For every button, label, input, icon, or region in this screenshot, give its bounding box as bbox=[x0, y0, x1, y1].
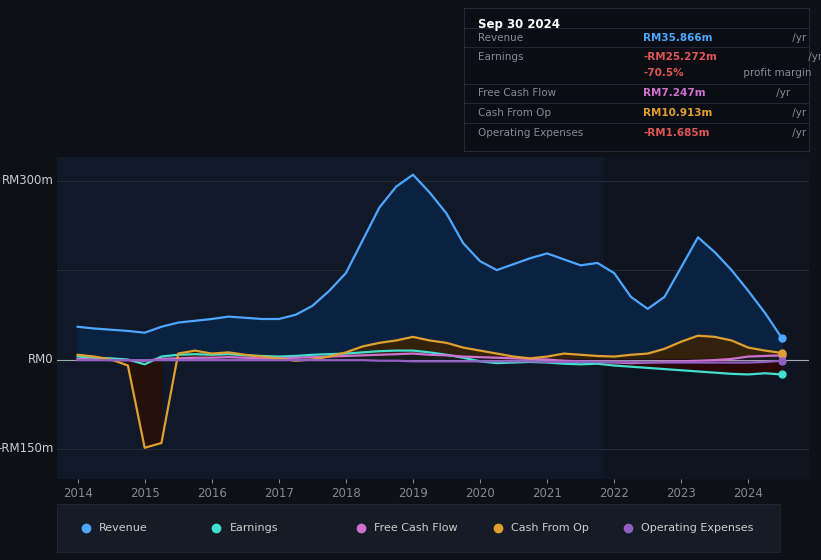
Text: RM7.247m: RM7.247m bbox=[643, 88, 706, 97]
Text: -RM150m: -RM150m bbox=[0, 442, 53, 455]
Bar bbox=[604, 157, 809, 479]
Text: Revenue: Revenue bbox=[99, 523, 148, 533]
Text: -RM25.272m: -RM25.272m bbox=[643, 52, 717, 62]
Text: /yr: /yr bbox=[805, 52, 821, 62]
Text: RM35.866m: RM35.866m bbox=[643, 34, 713, 43]
Text: Earnings: Earnings bbox=[229, 523, 278, 533]
Text: -70.5%: -70.5% bbox=[643, 68, 684, 78]
Text: /yr: /yr bbox=[789, 34, 806, 43]
Text: Operating Expenses: Operating Expenses bbox=[641, 523, 754, 533]
Text: RM10.913m: RM10.913m bbox=[643, 108, 713, 118]
Text: /yr: /yr bbox=[773, 88, 790, 97]
Text: /yr: /yr bbox=[789, 108, 806, 118]
Text: Sep 30 2024: Sep 30 2024 bbox=[478, 18, 560, 31]
Text: Free Cash Flow: Free Cash Flow bbox=[478, 88, 556, 97]
Text: Cash From Op: Cash From Op bbox=[511, 523, 589, 533]
Text: RM0: RM0 bbox=[28, 353, 53, 366]
Text: Operating Expenses: Operating Expenses bbox=[478, 128, 583, 138]
Text: profit margin: profit margin bbox=[741, 68, 812, 78]
Text: Free Cash Flow: Free Cash Flow bbox=[374, 523, 457, 533]
Text: RM300m: RM300m bbox=[2, 174, 53, 187]
Text: Earnings: Earnings bbox=[478, 52, 523, 62]
Text: Revenue: Revenue bbox=[478, 34, 523, 43]
Text: /yr: /yr bbox=[789, 128, 806, 138]
Text: -RM1.685m: -RM1.685m bbox=[643, 128, 709, 138]
Text: Cash From Op: Cash From Op bbox=[478, 108, 551, 118]
